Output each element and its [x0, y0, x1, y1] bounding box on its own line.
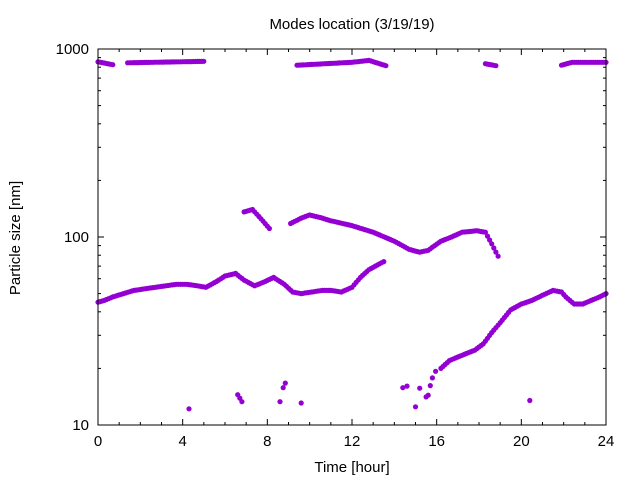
- data-point: [383, 63, 389, 69]
- plot-frame: [97, 48, 607, 426]
- data-point: [433, 368, 439, 374]
- data-point: [277, 399, 283, 405]
- data-point: [493, 249, 499, 255]
- data-point: [489, 241, 495, 247]
- data-point: [186, 406, 192, 412]
- data-point: [412, 404, 419, 410]
- x-tick-label: 12: [344, 433, 361, 450]
- x-tick-label: 8: [263, 433, 271, 450]
- data-point: [493, 63, 499, 69]
- data-point: [495, 253, 501, 259]
- x-tick-label: 16: [428, 433, 445, 450]
- x-axis-label: Time [hour]: [314, 459, 389, 476]
- data-points: [95, 57, 609, 412]
- data-point: [110, 62, 116, 68]
- y-axis-label: Particle size [nm]: [7, 181, 24, 295]
- x-tick-label: 24: [598, 433, 615, 450]
- x-tick-label: 4: [178, 433, 186, 450]
- data-point: [417, 385, 423, 391]
- y-tick-label: 10: [72, 417, 89, 434]
- data-point: [282, 380, 288, 386]
- data-point: [400, 385, 406, 391]
- data-point: [482, 229, 488, 235]
- chart-title: Modes location (3/19/19): [269, 16, 434, 33]
- data-point: [484, 233, 491, 239]
- data-point: [298, 400, 304, 406]
- x-tick-label: 0: [94, 433, 102, 450]
- data-point: [527, 397, 533, 404]
- data-point: [404, 383, 410, 389]
- data-point: [201, 58, 207, 64]
- x-tick-label: 20: [513, 433, 530, 450]
- y-tick-label: 100: [64, 229, 89, 246]
- data-point: [280, 385, 286, 391]
- data-point: [425, 392, 431, 398]
- y-tick-label: 1000: [56, 41, 89, 58]
- data-point: [381, 259, 387, 265]
- data-point: [266, 225, 272, 232]
- data-point: [429, 375, 435, 381]
- data-point: [427, 383, 433, 389]
- data-point: [239, 399, 245, 405]
- data-point: [487, 237, 493, 243]
- data-point: [491, 245, 497, 251]
